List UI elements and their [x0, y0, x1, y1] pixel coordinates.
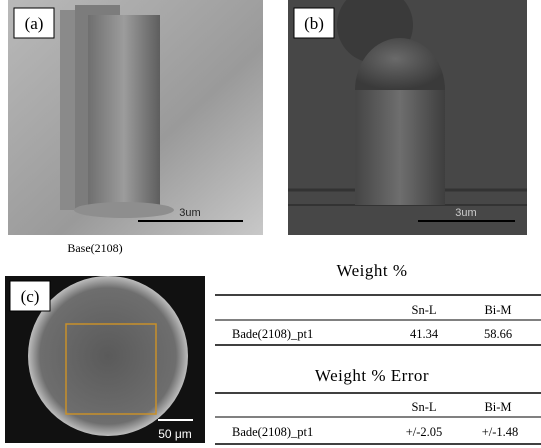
scale-bar-label: 3um [455, 207, 476, 219]
column-header: Bi-M [484, 400, 511, 414]
cell: 41.34 [410, 327, 439, 341]
pillar-base [74, 202, 174, 218]
table-title: Weight % Error [315, 366, 429, 385]
panel-label: (b) [304, 14, 324, 33]
row-label: Bade(2108)_pt1 [232, 327, 313, 341]
table: Weight % Error Sn-L Bi-M Bade(2108)_pt1 … [215, 366, 541, 444]
panel-a: (a) 3um [8, 0, 263, 235]
table: Weight % Sn-L Bi-M Bade(2108)_pt1 41.34 … [215, 261, 541, 345]
row-label: Bade(2108)_pt1 [232, 425, 313, 439]
cell: +/-2.05 [406, 425, 443, 439]
panel-label: (a) [25, 14, 44, 33]
figure: (a) 3um Base(2108) (b) 3um (c) 50 μm Wei… [0, 0, 541, 448]
pillar [88, 15, 160, 210]
cell: +/-1.48 [482, 425, 519, 439]
cell: 58.66 [484, 327, 512, 341]
table-title: Weight % [336, 261, 407, 280]
caption: Base(2108) [67, 241, 122, 255]
panel-label: (c) [21, 287, 40, 306]
pillar [355, 85, 445, 205]
scale-bar-label: 3um [179, 207, 200, 219]
column-header: Sn-L [412, 303, 437, 317]
solder-ball [28, 276, 188, 436]
scale-bar-label: 50 μm [158, 427, 192, 441]
column-header: Sn-L [412, 400, 437, 414]
panel-b: (b) 3um [288, 0, 527, 235]
image-header [5, 262, 205, 276]
column-header: Bi-M [484, 303, 511, 317]
panel-c: (c) 50 μm [5, 262, 205, 443]
